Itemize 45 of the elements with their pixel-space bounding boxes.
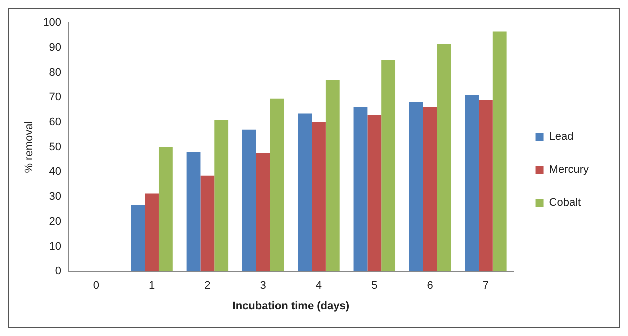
y-axis-title: % removal [24, 121, 36, 174]
y-tick-label: 10 [49, 240, 62, 253]
y-tick-label: 40 [49, 166, 62, 178]
y-tick-label: 80 [49, 66, 62, 79]
x-tick-label: 6 [427, 280, 434, 292]
y-tick-label: 100 [43, 17, 62, 30]
y-tick-label: 60 [49, 116, 62, 128]
bar [270, 98, 284, 272]
y-tick-label: 50 [49, 141, 62, 154]
bar [145, 194, 159, 272]
x-tick-label: 0 [93, 280, 100, 292]
y-tick-label: 70 [49, 92, 62, 104]
legend-label: Cobalt [549, 197, 582, 210]
x-tick-label: 2 [204, 280, 211, 292]
bar [158, 147, 173, 272]
bar [312, 122, 326, 272]
y-tick-label: 90 [49, 42, 62, 54]
x-tick-label: 7 [482, 280, 490, 292]
legend-label: Mercury [549, 164, 590, 176]
x-tick-label: 1 [148, 280, 156, 292]
x-tick-label: 4 [316, 280, 322, 292]
bar [214, 120, 229, 272]
bar [256, 154, 270, 272]
y-tick-label: 0 [55, 266, 62, 278]
legend-label: Lead [549, 131, 574, 144]
bar [382, 60, 396, 272]
bar [492, 32, 507, 272]
bar [437, 44, 452, 272]
x-tick-label: 3 [260, 280, 266, 292]
bar [131, 205, 146, 272]
bar [200, 176, 215, 272]
bar [423, 108, 438, 272]
y-tick-label: 30 [49, 191, 62, 204]
bar [465, 95, 479, 272]
bar [354, 108, 368, 272]
bar [368, 114, 382, 272]
bar [409, 102, 424, 272]
bar [298, 114, 312, 272]
x-axis-title: Incubation time (days) [232, 300, 350, 312]
bar [242, 130, 256, 272]
bar [478, 100, 493, 272]
bar [326, 80, 340, 272]
x-tick-label: 5 [372, 280, 378, 292]
bar [186, 152, 201, 272]
y-tick-label: 20 [49, 216, 62, 228]
